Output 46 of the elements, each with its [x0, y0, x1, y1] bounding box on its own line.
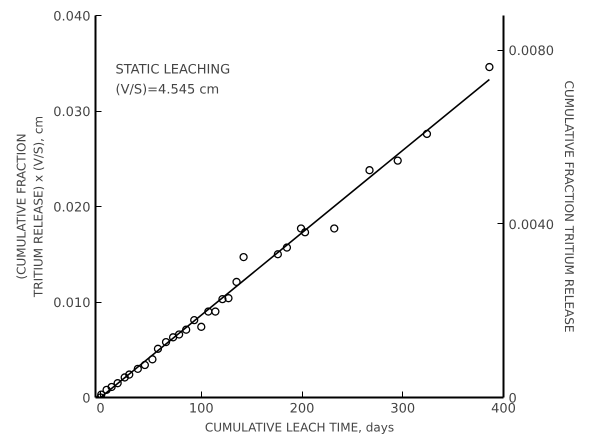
y-tick-label: 0 — [82, 392, 91, 406]
point — [174, 330, 184, 339]
point — [485, 62, 494, 72]
point — [394, 156, 402, 165]
point — [330, 224, 338, 233]
point — [204, 307, 212, 316]
y-tick-label: 0.030 — [53, 105, 90, 120]
x-axis-title: CUMULATIVE LEACH TIME, days — [204, 420, 394, 434]
y-tick-label: 0.020 — [53, 200, 90, 216]
point — [107, 382, 116, 392]
point — [134, 364, 142, 373]
point — [190, 316, 198, 324]
point — [365, 166, 374, 174]
point — [211, 307, 220, 316]
point — [154, 344, 162, 353]
point — [182, 326, 190, 334]
x-tick-label: 200 — [290, 402, 314, 416]
y2-tick-label: 0.0080 — [508, 44, 554, 60]
y2-axis-title: CUMULATIVE FRACTION TRITIUM RELEASE — [562, 80, 576, 332]
point — [114, 379, 122, 388]
point — [197, 322, 206, 331]
y2-tick-label: 0.0040 — [508, 218, 554, 233]
point — [140, 360, 150, 370]
point — [168, 333, 178, 342]
point — [148, 355, 157, 364]
point — [282, 243, 292, 252]
point — [296, 224, 306, 233]
annotation: STATIC LEACHING — [116, 62, 230, 78]
point — [300, 228, 310, 236]
point — [120, 373, 129, 382]
point — [239, 252, 248, 262]
x-tick-label: 0 — [96, 402, 105, 416]
y-tick-label: 0.010 — [53, 296, 90, 311]
point — [162, 338, 170, 346]
point — [224, 294, 233, 302]
point — [218, 294, 227, 304]
x-tick-label: 100 — [188, 402, 214, 416]
point — [422, 130, 432, 138]
point — [102, 386, 111, 394]
point — [232, 278, 241, 286]
x-tick-label: 300 — [390, 402, 416, 416]
point — [125, 370, 134, 379]
y-tick-label: 0.040 — [53, 10, 90, 24]
annotation: (V/S)=4.545 cm — [116, 82, 220, 98]
point — [274, 250, 282, 258]
y-axis-title: (CUMULATIVE FRACTION TRITIUM RELEASE) x (V/S), cm — [14, 116, 46, 298]
